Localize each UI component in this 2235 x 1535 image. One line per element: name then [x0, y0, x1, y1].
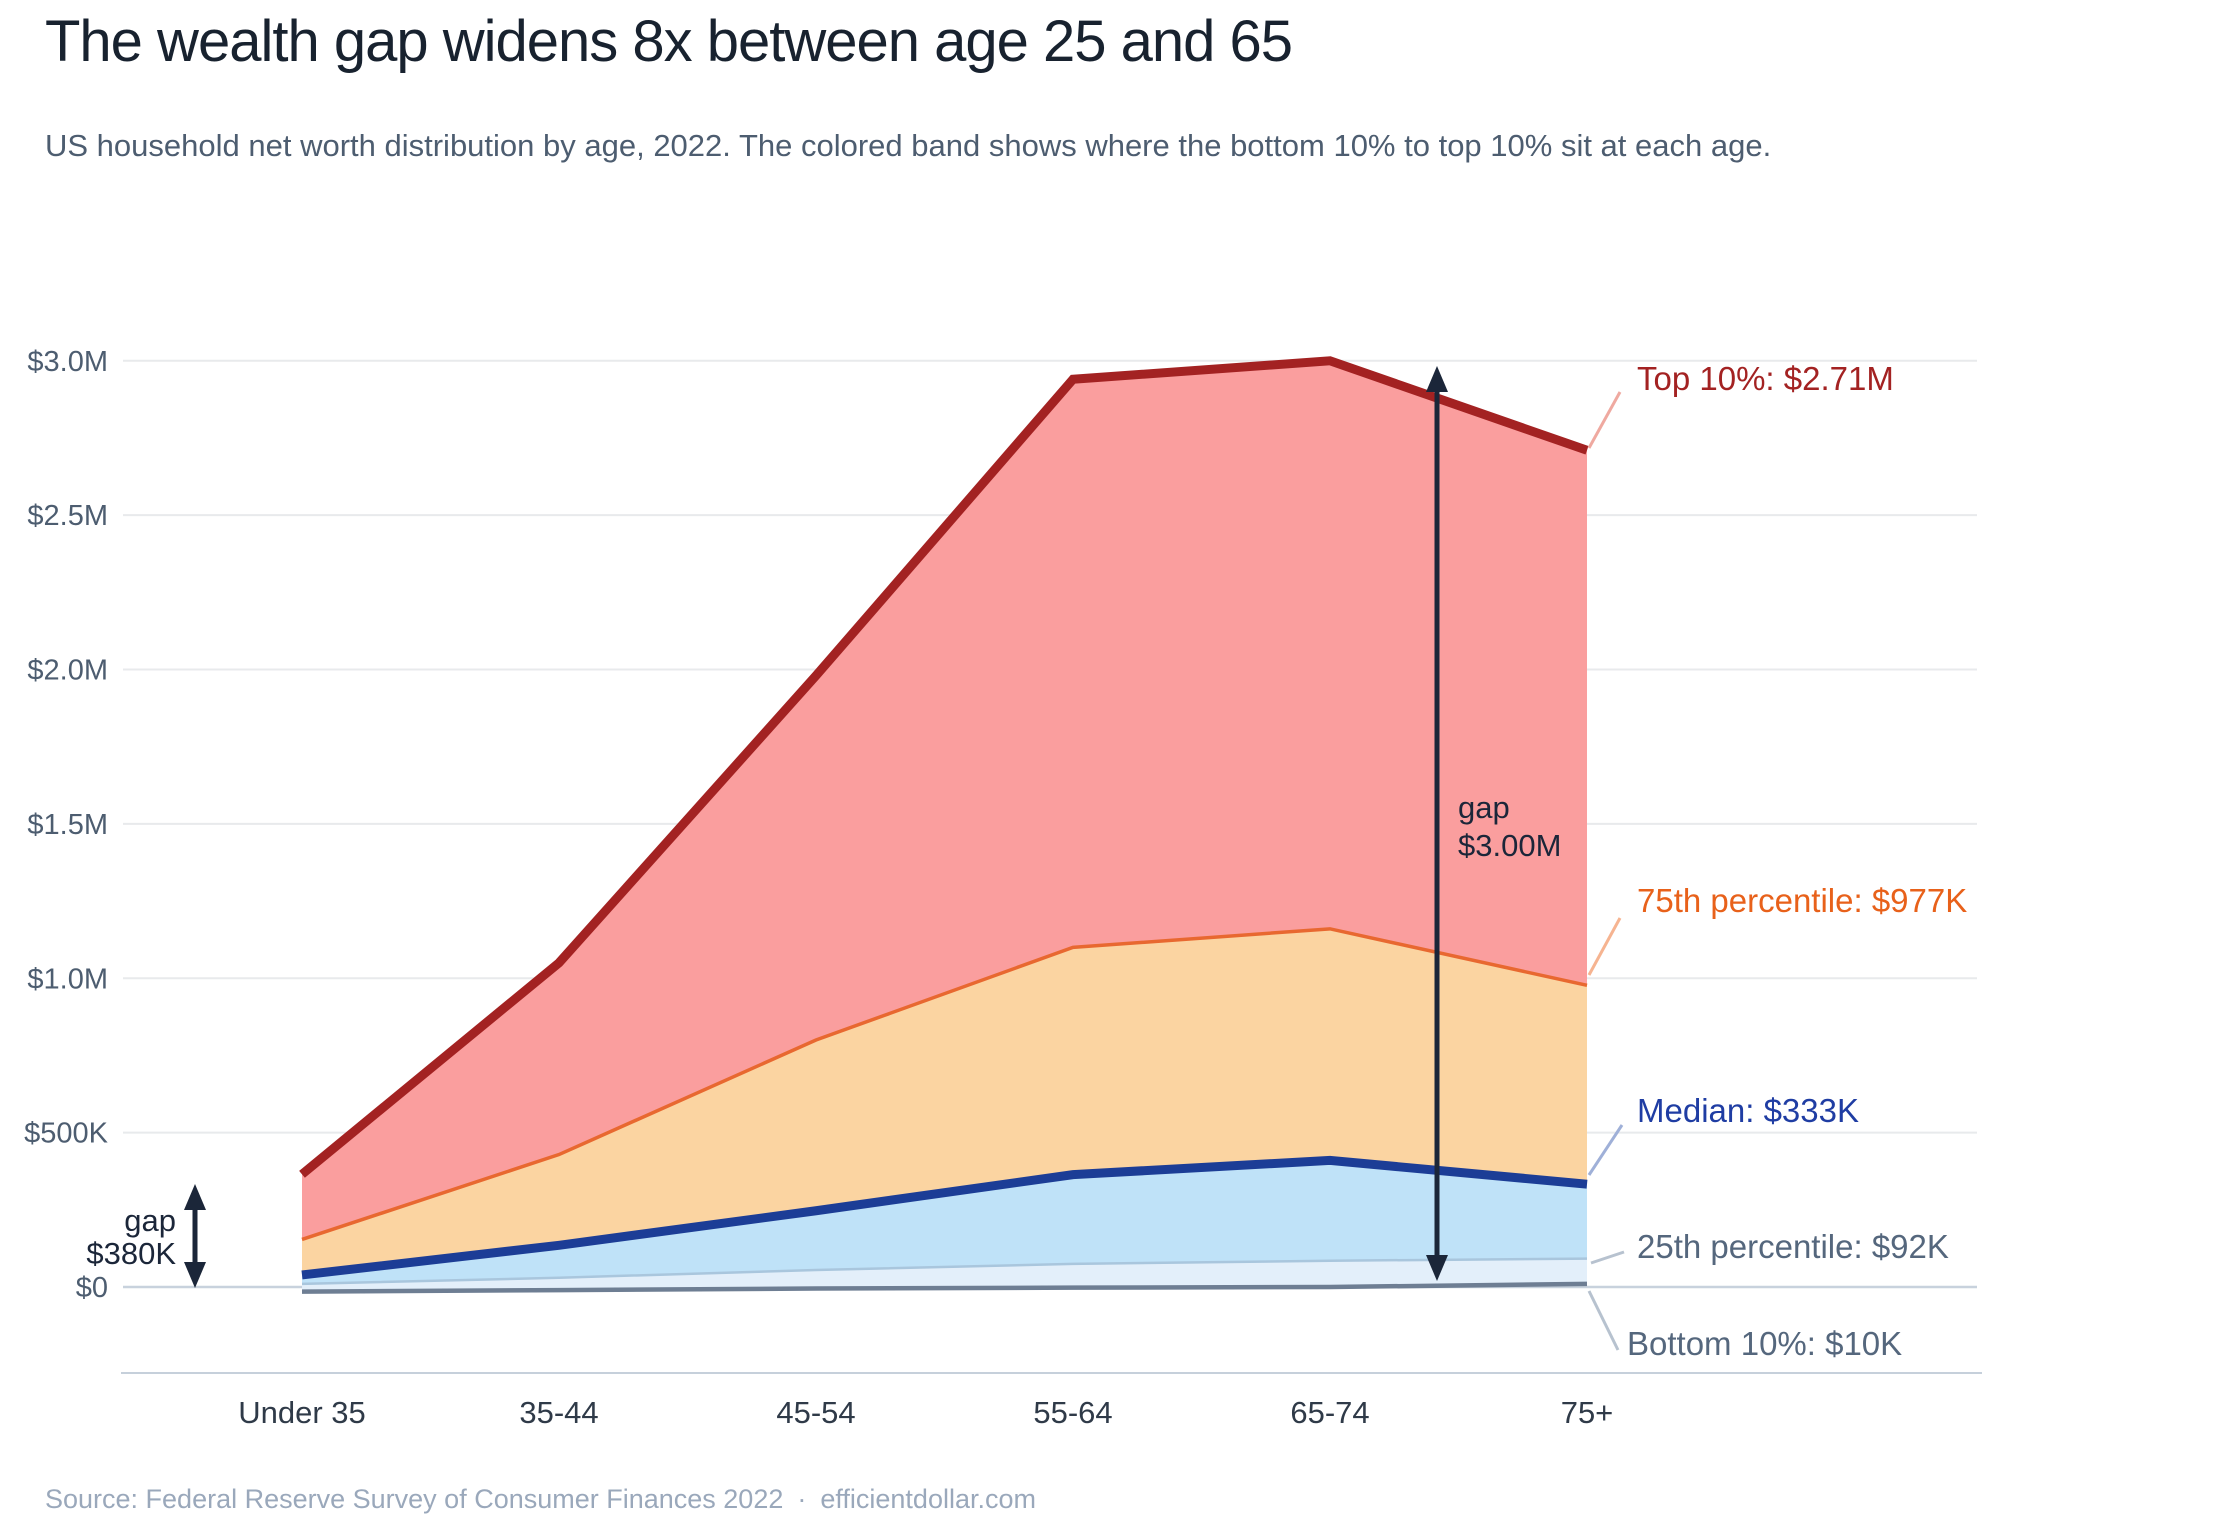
series-end-label: 25th percentile: $92K: [1637, 1228, 1949, 1265]
source-text: Source: Federal Reserve Survey of Consum…: [45, 1484, 784, 1514]
y-axis-tick-label: $2.5M: [27, 500, 108, 532]
y-axis-tick-label: $3.0M: [27, 346, 108, 378]
gap-arrow-head-down: [184, 1262, 206, 1288]
leader-line: [1587, 917, 1622, 976]
series-end-label: Bottom 10%: $10K: [1627, 1325, 1902, 1362]
line-median: [301, 1155, 1588, 1280]
source-separator: ·: [797, 1484, 807, 1514]
line-75th-percentile: [301, 927, 1588, 1242]
y-axis-tick-label: $2.0M: [27, 655, 108, 687]
source-site: efficientdollar.com: [820, 1484, 1036, 1514]
series-end-label: Top 10%: $2.71M: [1637, 360, 1894, 397]
annotation-leader-lines: [1587, 391, 1625, 1351]
x-axis-tick-label: 65-74: [1290, 1395, 1369, 1430]
gap-left-value: $380K: [86, 1236, 176, 1271]
leader-line: [1587, 391, 1622, 449]
band-25th-to-bottom10: [302, 1258, 1587, 1292]
y-axis-tick-label: $0: [76, 1272, 108, 1304]
line-bottom-10: [301, 1281, 1588, 1294]
y-axis-tick-label: $500K: [24, 1118, 109, 1150]
y-axis-tick-label: $1.5M: [27, 809, 108, 841]
page-title: The wealth gap widens 8x between age 25 …: [45, 9, 1293, 74]
x-axis-tick-label: 55-64: [1033, 1395, 1112, 1430]
band-top10-to-75th: [302, 360, 1587, 1240]
gap-arrow-head-down: [1426, 1255, 1448, 1281]
gap-right-label: gap: [1458, 790, 1510, 825]
gap-right-value: $3.00M: [1458, 828, 1561, 863]
x-axis-tick-label: 75+: [1561, 1395, 1614, 1430]
x-axis-tick-label: 45-54: [776, 1395, 855, 1430]
gap-arrow-head-up: [184, 1184, 206, 1210]
band-median-to-25th: [302, 1160, 1587, 1284]
leader-line: [1587, 1124, 1624, 1176]
x-axis-tick-label: Under 35: [238, 1395, 366, 1430]
band-75th-to-median: [302, 928, 1587, 1275]
series-end-label: 75th percentile: $977K: [1637, 882, 1967, 919]
line-25th-percentile: [301, 1257, 1588, 1286]
gap-arrow-head-up: [1426, 366, 1448, 392]
page-subtitle: US household net worth distribution by a…: [45, 128, 1772, 163]
source-note: Source: Federal Reserve Survey of Consum…: [45, 1484, 1050, 1515]
axis-labels: $0 $500K $1.0M $1.5M $2.0M $2.5M $3.0M Under 35…: [24, 346, 1613, 1430]
line-top-10: [299, 356, 1589, 1178]
percentile-lines: [299, 356, 1589, 1294]
percentile-bands: [302, 360, 1587, 1292]
leader-line: [1587, 1290, 1620, 1351]
x-axis-tick-label: 35-44: [519, 1395, 598, 1430]
leader-line: [1590, 1250, 1625, 1265]
gap-left-label: gap: [124, 1203, 176, 1238]
series-end-label: Median: $333K: [1637, 1092, 1859, 1129]
series-end-labels: Top 10%: $2.71M 75th percentile: $977K Med…: [1627, 360, 1967, 1362]
y-axis-tick-label: $1.0M: [27, 963, 108, 995]
